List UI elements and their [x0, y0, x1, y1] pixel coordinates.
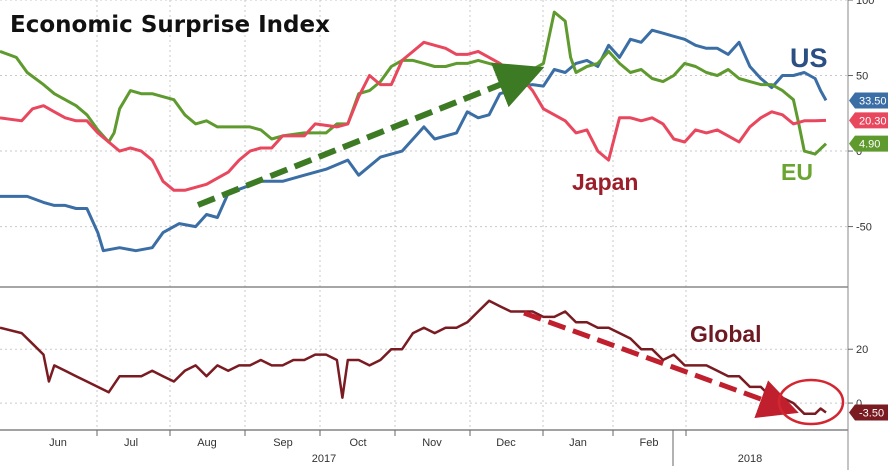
series-line-global	[0, 299, 827, 416]
end-badge-eu: 4.90	[849, 135, 888, 152]
bottom-y-tick-labels: 20 0	[848, 344, 868, 410]
end-badge-global: -3.50	[849, 404, 888, 421]
green-trend-arrow	[196, 62, 545, 208]
end-badge-us: 33.50	[849, 92, 888, 109]
x-tick-label: Dec	[496, 437, 516, 449]
end-badge-value: 20.30	[859, 115, 887, 127]
y-tick-label: 100	[856, 0, 874, 7]
series-line-eu	[0, 10, 828, 156]
series-label-us: US	[790, 43, 828, 73]
x-year-label: 2017	[312, 453, 336, 465]
x-tick-label: Jun	[49, 437, 67, 449]
series-label-eu: EU	[781, 159, 813, 185]
y-tick-label: 0	[856, 398, 862, 410]
x-tick-label: Nov	[422, 437, 442, 449]
series-label-global: Global	[690, 321, 762, 347]
end-badge-japan: 20.30	[849, 112, 888, 129]
y-tick-label: 0	[856, 146, 862, 158]
top-y-tick-labels: 100 50 0 -50	[848, 0, 874, 234]
x-tick-label: Jul	[124, 437, 138, 449]
x-axis-labels: Jun Jul Aug Sep Oct Nov Dec Jan Feb 2017 2018	[49, 430, 762, 466]
end-badge-value: -3.50	[859, 408, 884, 420]
x-tick-label: Sep	[273, 437, 293, 449]
x-tick-label: Aug	[197, 437, 217, 449]
series-line-us	[0, 28, 828, 253]
top-panel-lines	[0, 10, 828, 253]
end-badge-value: 33.50	[859, 95, 887, 107]
global-highlight-circle	[777, 378, 845, 426]
chart-title: Economic Surprise Index	[10, 12, 330, 38]
x-tick-label: Feb	[640, 437, 659, 449]
x-year-label: 2018	[738, 453, 762, 465]
end-badge-value: 4.90	[859, 139, 880, 151]
bottom-panel-lines	[0, 299, 827, 416]
y-tick-label: 20	[856, 344, 868, 356]
red-trend-arrow	[523, 310, 799, 418]
y-tick-label: -50	[856, 222, 872, 234]
series-line-japan	[0, 40, 827, 192]
series-label-japan: Japan	[572, 169, 638, 195]
x-tick-label: Oct	[349, 437, 366, 449]
y-tick-label: 50	[856, 71, 868, 83]
bottom-panel-grid	[0, 290, 848, 430]
last-value-badges: 33.50 4.90 20.30 -3.50	[849, 92, 888, 421]
x-tick-label: Jan	[569, 437, 587, 449]
